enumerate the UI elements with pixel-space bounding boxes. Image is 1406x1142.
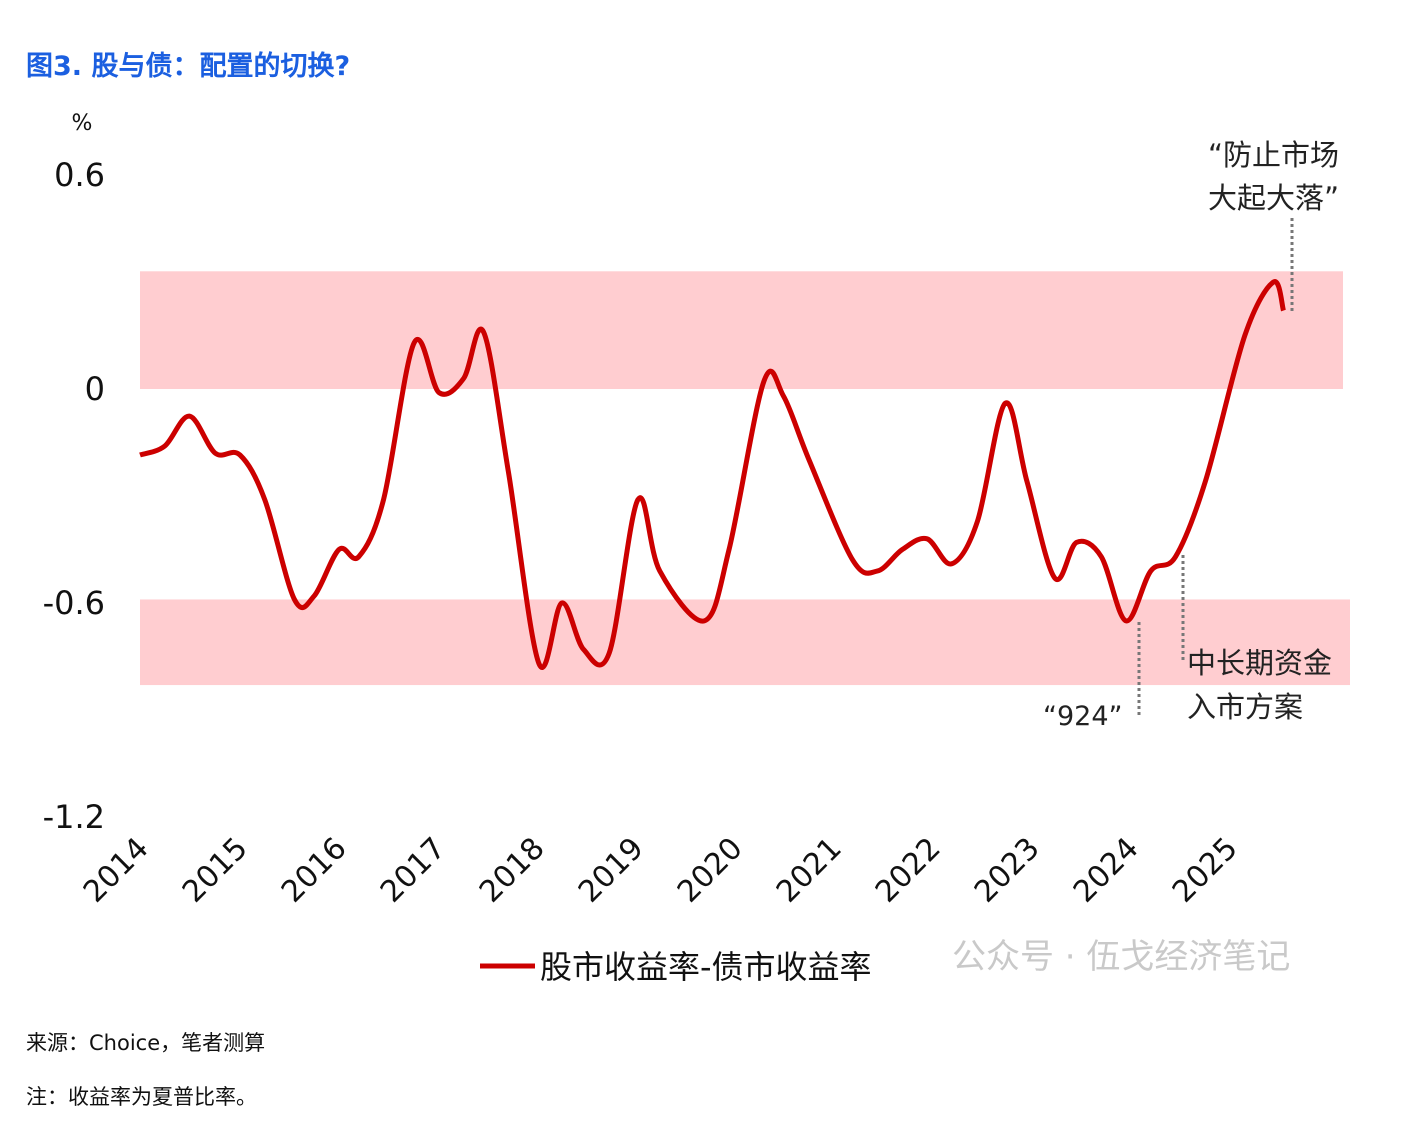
band-1 [140,599,1350,686]
x-tick-label: 2021 [770,831,849,910]
legend-label: 股市收益率-债市收益率 [540,948,872,986]
series-line [139,279,1286,670]
x-tick-label: 2023 [968,831,1047,910]
x-tick-label: 2025 [1166,831,1245,910]
x-tick-label: 2019 [572,831,651,910]
x-tick-label: 2015 [176,831,255,910]
chart-title: 图3. 股与债：配置的切换? [26,51,351,82]
y-tick-label: -0.6 [43,584,105,622]
x-tick-label: 2017 [374,831,453,910]
x-tick-label: 2024 [1067,831,1146,910]
annotation-text: 入市方案 [1187,690,1303,724]
annotation-text: “防止市场 [1208,138,1339,172]
y-tick-label: -1.2 [43,798,105,836]
annotation-text: 中长期资金 [1187,646,1332,680]
y-unit-label: % [72,111,93,136]
x-tick-label: 2014 [77,831,156,910]
watermark: 公众号 · 伍戈经济笔记 [952,937,1290,977]
y-tick-label: 0 [85,370,105,408]
annotation-text: “924” [1043,701,1123,732]
y-tick-label: 0.6 [54,156,105,194]
x-tick-label: 2020 [671,831,750,910]
x-tick-label: 2018 [473,831,552,910]
band-0 [140,271,1343,389]
annotation-text: 大起大落” [1208,181,1339,215]
x-tick-label: 2016 [275,831,354,910]
source-note: 来源：Choice，笔者测算 [26,1031,266,1055]
x-tick-label: 2022 [869,831,948,910]
footnote: 注：收益率为夏普比率。 [26,1085,257,1109]
